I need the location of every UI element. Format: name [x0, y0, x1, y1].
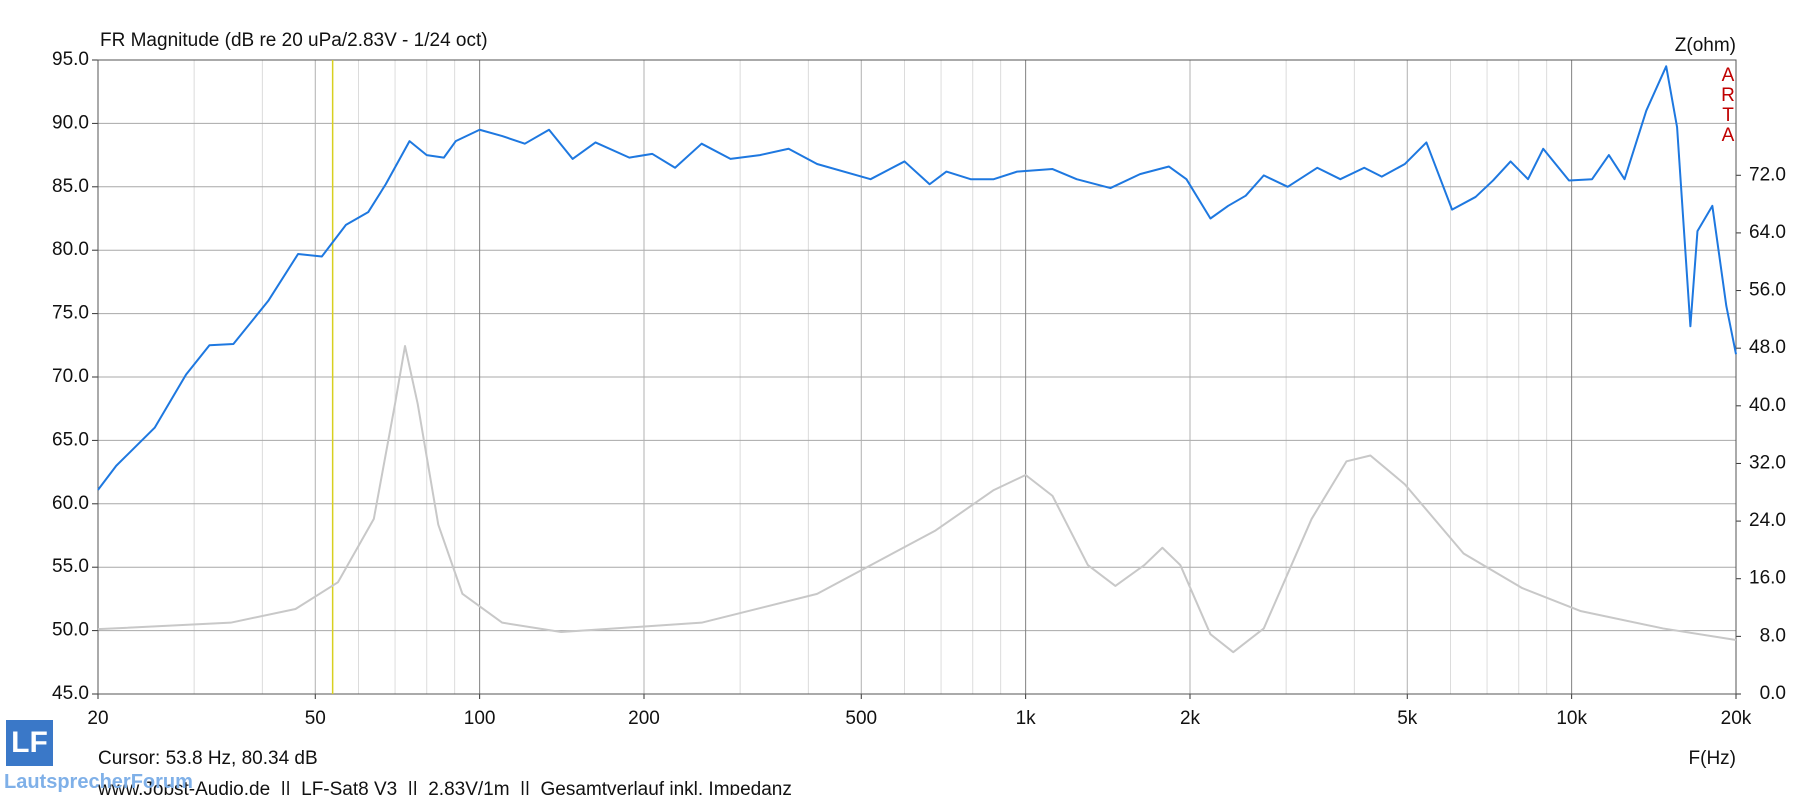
series-line — [97, 65, 1737, 491]
y2-tick-label: 56.0 — [1749, 280, 1786, 301]
x-tick-label: 500 — [845, 708, 877, 729]
x-tick-label: 2k — [1180, 708, 1201, 729]
y2-tick-label: 16.0 — [1749, 568, 1786, 589]
y-tick-label: 95.0 — [52, 49, 89, 70]
y-tick-label: 45.0 — [52, 683, 89, 704]
x-tick-label: 10k — [1556, 708, 1587, 729]
y2-tick-label: 72.0 — [1749, 164, 1786, 185]
x-tick-label: 5k — [1397, 708, 1418, 729]
x-tick-label: 200 — [628, 708, 660, 729]
y-tick-label: 60.0 — [52, 493, 89, 514]
y2-tick-label: 64.0 — [1749, 222, 1786, 243]
y2-tick-label: 40.0 — [1749, 395, 1786, 416]
y2-tick-label: 8.0 — [1760, 625, 1786, 646]
y2-axis-label: Z(ohm) — [1675, 35, 1736, 56]
footer: www.Jobst-Audio.de || LF-Sat8 V3 || 2,83… — [97, 779, 792, 795]
logo: LF — [6, 720, 53, 766]
cursor-readout: Cursor: 53.8 Hz, 80.34 dB — [98, 748, 318, 769]
logo-name: LautsprecherForum — [4, 771, 193, 793]
y2-tick-label: 24.0 — [1749, 510, 1786, 531]
series-line — [97, 345, 1737, 654]
x-tick-label: 20k — [1721, 708, 1752, 729]
y-tick-label: 85.0 — [52, 176, 89, 197]
x-tick-label: 100 — [464, 708, 496, 729]
y-tick-label: 50.0 — [52, 620, 89, 641]
y-tick-label: 90.0 — [52, 112, 89, 133]
x-tick-label: 1k — [1016, 708, 1037, 729]
x-tick-label: 50 — [305, 708, 326, 729]
y2-tick-label: 48.0 — [1749, 337, 1786, 358]
watermark: ARTA — [1721, 65, 1735, 146]
y2-tick-label: 32.0 — [1749, 452, 1786, 473]
y-tick-label: 80.0 — [52, 239, 89, 260]
x-axis-label: F(Hz) — [1689, 748, 1736, 769]
y-tick-label: 55.0 — [52, 556, 89, 577]
y-tick-label: 70.0 — [52, 366, 89, 387]
x-tick-label: 20 — [87, 708, 108, 729]
y-tick-label: 75.0 — [52, 303, 89, 324]
chart-title: FR Magnitude (dB re 20 uPa/2.83V - 1/24 … — [100, 30, 488, 51]
y2-tick-label: 0.0 — [1760, 683, 1786, 704]
y-tick-label: 65.0 — [52, 429, 89, 450]
plot-frame — [97, 59, 1737, 695]
